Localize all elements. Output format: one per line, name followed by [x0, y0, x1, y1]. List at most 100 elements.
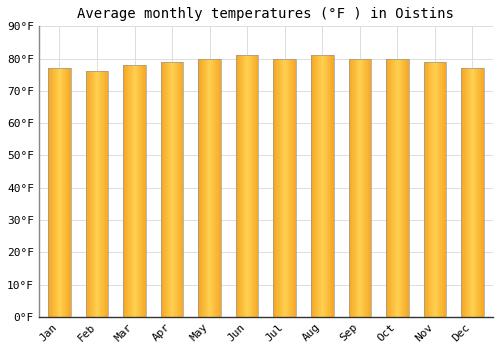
Bar [462, 68, 463, 317]
Bar [477, 68, 478, 317]
Bar [357, 58, 358, 317]
Bar [209, 58, 210, 317]
Bar [444, 62, 445, 317]
Bar [254, 55, 255, 317]
Bar [479, 68, 480, 317]
Bar [426, 62, 427, 317]
Bar [213, 58, 214, 317]
Bar [142, 65, 143, 317]
Bar [360, 58, 361, 317]
Bar [198, 58, 221, 317]
Bar [91, 71, 92, 317]
Bar [162, 62, 163, 317]
Bar [171, 62, 172, 317]
Bar [435, 62, 436, 317]
Bar [465, 68, 466, 317]
Bar [249, 55, 250, 317]
Bar [461, 68, 462, 317]
Bar [367, 58, 368, 317]
Bar [99, 71, 100, 317]
Bar [212, 58, 213, 317]
Bar [87, 71, 88, 317]
Bar [322, 55, 323, 317]
Bar [392, 58, 393, 317]
Bar [320, 55, 321, 317]
Bar [403, 58, 404, 317]
Bar [60, 68, 61, 317]
Bar [399, 58, 400, 317]
Bar [138, 65, 139, 317]
Bar [94, 71, 96, 317]
Bar [294, 58, 295, 317]
Bar [220, 58, 221, 317]
Bar [105, 71, 106, 317]
Bar [57, 68, 58, 317]
Bar [180, 62, 181, 317]
Bar [176, 62, 177, 317]
Bar [400, 58, 402, 317]
Bar [427, 62, 428, 317]
Bar [245, 55, 246, 317]
Bar [328, 55, 329, 317]
Bar [292, 58, 293, 317]
Bar [202, 58, 203, 317]
Bar [404, 58, 405, 317]
Bar [363, 58, 364, 317]
Bar [251, 55, 252, 317]
Bar [480, 68, 481, 317]
Bar [48, 68, 49, 317]
Bar [241, 55, 242, 317]
Bar [277, 58, 278, 317]
Bar [167, 62, 168, 317]
Bar [247, 55, 248, 317]
Bar [481, 68, 482, 317]
Bar [97, 71, 98, 317]
Bar [436, 62, 437, 317]
Bar [321, 55, 322, 317]
Bar [208, 58, 209, 317]
Bar [54, 68, 55, 317]
Bar [394, 58, 395, 317]
Bar [69, 68, 70, 317]
Bar [466, 68, 467, 317]
Bar [59, 68, 60, 317]
Bar [161, 62, 184, 317]
Bar [330, 55, 332, 317]
Bar [86, 71, 108, 317]
Bar [127, 65, 128, 317]
Bar [354, 58, 356, 317]
Bar [318, 55, 319, 317]
Bar [129, 65, 130, 317]
Bar [130, 65, 131, 317]
Bar [48, 68, 70, 317]
Bar [283, 58, 284, 317]
Bar [136, 65, 137, 317]
Bar [424, 62, 426, 317]
Bar [349, 58, 350, 317]
Bar [387, 58, 388, 317]
Bar [390, 58, 391, 317]
Bar [106, 71, 107, 317]
Bar [428, 62, 429, 317]
Bar [289, 58, 290, 317]
Bar [178, 62, 179, 317]
Bar [183, 62, 184, 317]
Bar [280, 58, 281, 317]
Bar [86, 71, 87, 317]
Bar [470, 68, 472, 317]
Bar [172, 62, 173, 317]
Bar [67, 68, 68, 317]
Bar [56, 68, 57, 317]
Bar [482, 68, 483, 317]
Bar [246, 55, 247, 317]
Bar [174, 62, 175, 317]
Bar [51, 68, 52, 317]
Bar [66, 68, 67, 317]
Bar [255, 55, 256, 317]
Bar [179, 62, 180, 317]
Bar [391, 58, 392, 317]
Bar [199, 58, 200, 317]
Bar [276, 58, 277, 317]
Bar [65, 68, 66, 317]
Bar [145, 65, 146, 317]
